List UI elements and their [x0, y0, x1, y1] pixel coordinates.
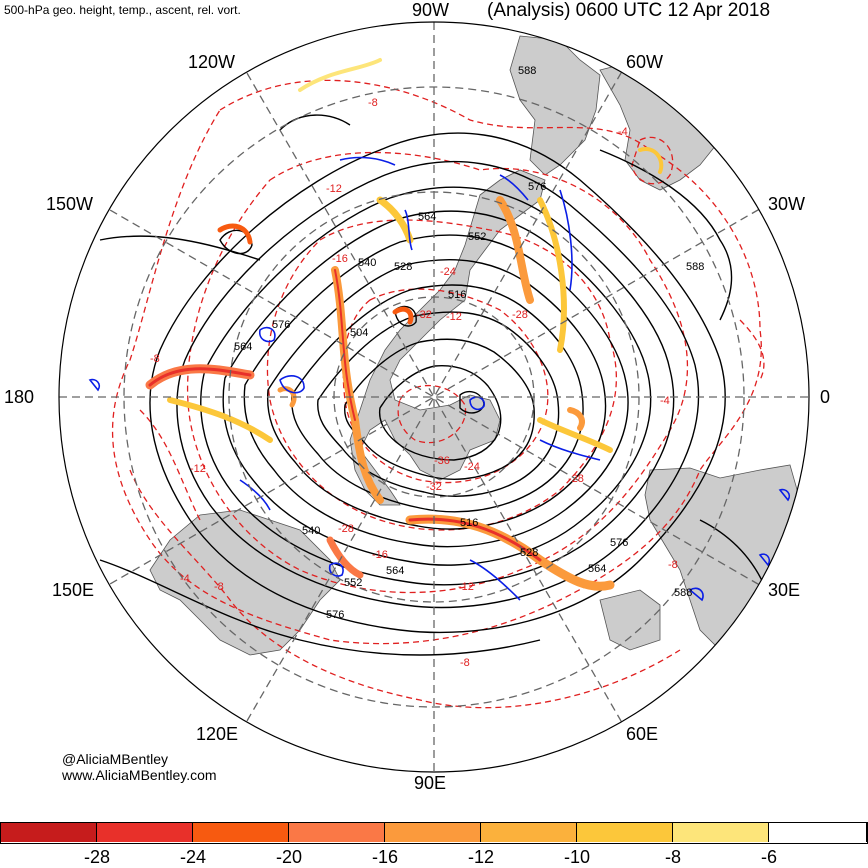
height-label: 564	[418, 211, 436, 223]
height-label: 576	[272, 319, 290, 331]
height-label: 576	[610, 537, 628, 549]
colorbar-label: -16	[371, 847, 399, 867]
credit-website[interactable]: www.AliciaMBentley.com	[62, 767, 217, 783]
height-labels: 588 576 564 552 540 528 516 504 576 564 …	[234, 65, 704, 621]
variables-title: 500-hPa geo. height, temp., ascent, rel.…	[4, 3, 241, 17]
height-label: 540	[302, 525, 320, 537]
polar-map: 90W 60W 30W 0 30E 60E 90E 120E 150E 180 …	[4, 0, 830, 793]
height-label: 528	[520, 547, 538, 559]
height-label: 564	[386, 565, 404, 577]
lon-label-120e: 120E	[196, 724, 238, 744]
lon-label-30w: 30W	[768, 194, 805, 214]
vorticity-contours	[88, 156, 791, 602]
height-label: 516	[460, 517, 478, 529]
temp-label: -28	[512, 309, 528, 321]
temp-label: -28	[568, 473, 584, 485]
colorbar-segment	[193, 822, 289, 842]
lon-label-150e: 150E	[52, 580, 94, 600]
longitude-labels: 90W 60W 30W 0 30E 60E 90E 120E 150E 180 …	[4, 0, 830, 793]
temp-label: -8	[668, 559, 678, 571]
temp-label: -16	[332, 253, 348, 265]
height-label: 552	[344, 577, 362, 589]
lon-label-60e: 60E	[626, 724, 658, 744]
colorbar-segment	[97, 822, 193, 842]
colorbar-segment	[673, 822, 769, 842]
temp-label: -12	[458, 581, 474, 593]
credit-handle: @AliciaMBentley	[62, 751, 169, 767]
lon-label-90e: 90E	[414, 773, 446, 793]
colorbar-segment	[289, 822, 385, 842]
height-label: 552	[468, 231, 486, 243]
colorbar-segment	[481, 822, 577, 842]
lon-label-180: 180	[4, 387, 34, 407]
colorbar-label: -6	[760, 847, 778, 867]
height-label: 588	[686, 261, 704, 273]
height-label: 576	[326, 609, 344, 621]
lon-label-120w: 120W	[188, 52, 235, 72]
colorbar-segment	[385, 822, 481, 842]
temp-label: -32	[416, 309, 432, 321]
height-label: 516	[448, 289, 466, 301]
temp-label: -8	[460, 657, 470, 669]
lon-label-0: 0	[820, 387, 830, 407]
colorbar-segment	[0, 822, 97, 842]
temp-label: -4	[618, 126, 628, 138]
lon-label-30e: 30E	[768, 580, 800, 600]
colorbar-label: -12	[467, 847, 495, 867]
valid-time-title: (Analysis) 0600 UTC 12 Apr 2018	[487, 0, 771, 21]
landmass-east-asia	[599, 589, 661, 651]
temp-label: -8	[214, 581, 224, 593]
temp-label: -4	[660, 395, 670, 407]
temperature-labels: -8 -4 -12 -16 -24 -28 -32 -36 -32 -28 -1…	[150, 97, 678, 669]
colorbar-label: -24	[179, 847, 207, 867]
temp-label: -24	[464, 461, 480, 473]
landmass-north-america	[349, 169, 546, 506]
height-label: 528	[394, 261, 412, 273]
temp-label: -16	[372, 549, 388, 561]
landmass-africa-asia	[644, 464, 801, 651]
height-label: 576	[528, 181, 546, 193]
temp-label: -8	[368, 97, 378, 109]
colorbar-segment	[769, 822, 867, 842]
colorbar-label: -8	[664, 847, 682, 867]
landmass-greenland	[509, 35, 601, 176]
lon-label-60w: 60W	[626, 52, 663, 72]
temp-label: -24	[440, 266, 456, 278]
colorbar-frame	[0, 822, 868, 844]
lon-label-90w: 90W	[412, 0, 449, 20]
landmass-north-atlantic-europe	[599, 54, 741, 191]
temp-label: -32	[426, 481, 442, 493]
ascent-shading	[145, 58, 664, 591]
temp-label: -12	[190, 463, 206, 475]
lon-label-150w: 150W	[46, 194, 93, 214]
colorbar-label: -10	[563, 847, 591, 867]
colorbar-segment	[577, 822, 673, 842]
lat-lon-grid	[59, 22, 809, 772]
height-label: 588	[674, 587, 692, 599]
height-label: 588	[518, 65, 536, 77]
colorbar-label: -20	[275, 847, 303, 867]
height-label: 504	[350, 327, 368, 339]
map-boundary	[58, 21, 810, 773]
temp-label: -8	[150, 353, 160, 365]
height-label: 564	[588, 563, 606, 575]
colorbar-label: -28	[83, 847, 111, 867]
temp-label: -12	[326, 183, 342, 195]
height-label: 540	[358, 257, 376, 269]
temp-label: -36	[434, 455, 450, 467]
temp-label: -28	[338, 523, 354, 535]
temp-label: -12	[446, 311, 462, 323]
height-label: 564	[234, 341, 252, 353]
temp-label: -4	[180, 573, 190, 585]
ascent-colorbar: -28 -24 -20 -16 -12 -10 -8 -6	[0, 822, 868, 867]
